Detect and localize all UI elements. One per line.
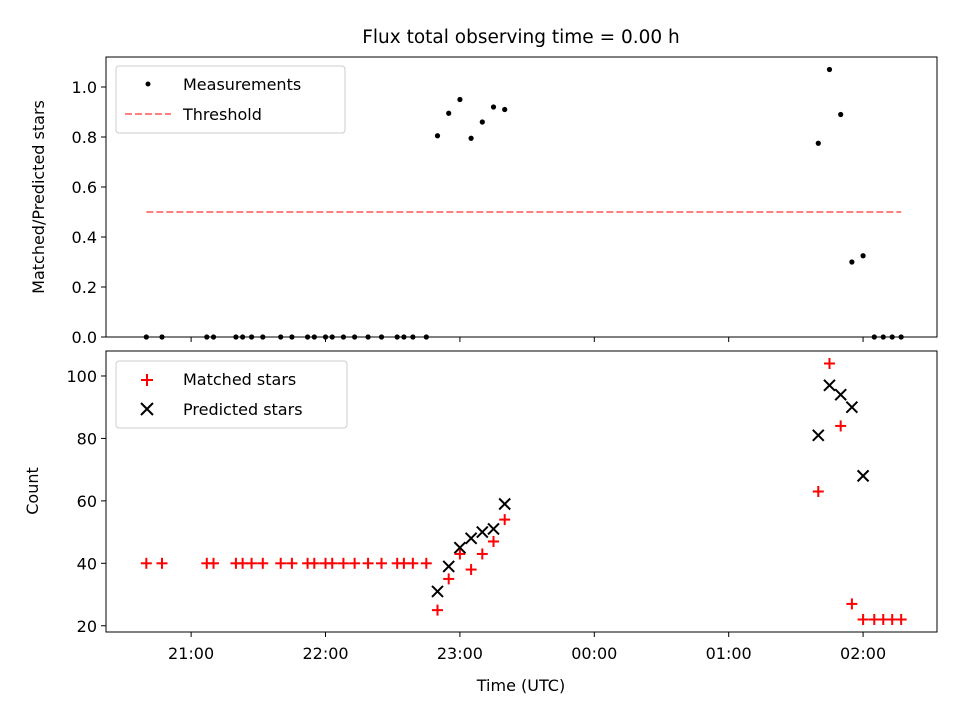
measurement-point: [502, 106, 508, 113]
x-tick-label: 00:00: [571, 644, 617, 663]
x-tick-label: 01:00: [706, 644, 752, 663]
y-tick-label: 0.8: [72, 128, 97, 147]
x-tick-label: 02:00: [840, 644, 886, 663]
y-tick-label: 0.6: [72, 178, 97, 197]
legend-predicted-marker: [140, 402, 154, 416]
matched-point: [308, 557, 320, 569]
y-tick-label: 1.0: [72, 78, 97, 97]
predicted-point: [498, 497, 511, 511]
measurement-point: [849, 259, 855, 265]
matched-point: [140, 557, 152, 569]
top-legend-box: [115, 65, 346, 134]
bottom-y-axis: 20 40 60 80 100: [66, 367, 106, 636]
matched-point: [407, 557, 419, 569]
predicted-point: [845, 400, 859, 414]
matched-point: [208, 557, 220, 569]
x-tick-label: 23:00: [437, 644, 483, 663]
predicted-point: [834, 388, 847, 401]
measurement-point: [479, 119, 485, 125]
y-tick-label: 60: [77, 492, 97, 511]
matched-point: [895, 614, 907, 626]
measurement-point: [860, 253, 866, 259]
matched-point: [432, 604, 444, 616]
legend-measurements-label: Measurements: [183, 75, 301, 94]
legend-matched-label: Matched stars: [183, 370, 296, 389]
matched-point: [362, 557, 374, 569]
predicted-point: [487, 522, 500, 536]
predicted-point: [442, 560, 455, 573]
y-tick-label: 80: [77, 429, 97, 448]
top-panel: 0.0 0.2 0.4 0.6 0.8 1.0 Matched/Predicted sta…: [29, 56, 938, 347]
top-x-axis: [190, 337, 864, 342]
legend-measurements-marker: [145, 81, 151, 87]
predicted-point: [823, 379, 836, 392]
matched-point: [349, 557, 361, 569]
matched-point: [246, 557, 258, 569]
predicted-point: [856, 469, 870, 483]
bottom-y-axis-label: Count: [23, 467, 42, 515]
matched-point: [156, 557, 168, 569]
y-tick-label: 0.4: [72, 228, 97, 247]
bottom-x-axis: 21:00 22:00 23:00 00:00 01:00 02:00: [168, 632, 886, 663]
y-tick-label: 40: [77, 554, 97, 573]
y-tick-label: 0.2: [72, 278, 97, 297]
predicted-point: [476, 525, 489, 539]
measurement-point: [468, 135, 474, 141]
top-y-axis: 0.0 0.2 0.4 0.6 0.8 1.0: [72, 78, 106, 347]
bottom-legend-box: [115, 360, 348, 429]
matched-point: [823, 357, 835, 369]
matched-point: [326, 557, 338, 569]
legend-matched-marker: [141, 374, 153, 386]
top-y-axis-label: Matched/Predicted stars: [29, 100, 48, 294]
measurement-point: [826, 66, 833, 73]
measurement-point: [457, 96, 463, 103]
top-panel-frame: [105, 56, 938, 338]
predicted-point: [453, 541, 467, 554]
predicted-point: [812, 429, 825, 442]
matched-point: [286, 557, 298, 569]
bottom-panel-frame: [105, 350, 938, 633]
matched-point: [454, 548, 466, 560]
matched-point: [275, 557, 287, 569]
predicted-point: [431, 585, 444, 598]
x-tick-label: 21:00: [168, 644, 214, 663]
measurement-point: [815, 140, 821, 146]
measurement-point: [490, 104, 497, 110]
matched-point: [499, 514, 511, 526]
matched-point: [337, 557, 349, 569]
matched-point: [857, 614, 869, 626]
y-tick-label: 20: [77, 617, 97, 636]
matched-point: [257, 557, 269, 569]
bottom-panel: 20 40 60 80 100 21:00 22:00 23:00 00:00 01:00 02:…: [23, 350, 938, 695]
bottom-plot-area: [140, 357, 907, 626]
matched-point: [488, 535, 500, 547]
matched-point: [443, 573, 455, 585]
predicted-point: [464, 532, 478, 545]
matched-point: [420, 557, 432, 569]
matched-point: [835, 420, 847, 432]
top-legend: Measurements Threshold: [115, 65, 346, 134]
matched-point: [812, 486, 824, 497]
legend-predicted-label: Predicted stars: [183, 400, 303, 419]
measurement-point: [434, 133, 441, 139]
measurement-point: [838, 111, 844, 118]
chart-title: Flux total observing time = 0.00 h: [362, 27, 680, 48]
matched-point: [846, 598, 858, 610]
y-tick-label: 100: [66, 367, 97, 386]
y-tick-label: 0.0: [72, 328, 97, 347]
matched-point: [376, 557, 388, 569]
measurement-point: [446, 110, 452, 116]
bottom-legend: Matched stars Predicted stars: [115, 360, 348, 429]
legend-threshold-label: Threshold: [182, 105, 262, 124]
matched-point: [476, 548, 488, 560]
x-tick-label: 22:00: [302, 644, 348, 663]
x-axis-label: Time (UTC): [476, 676, 565, 695]
matched-point: [465, 564, 477, 576]
